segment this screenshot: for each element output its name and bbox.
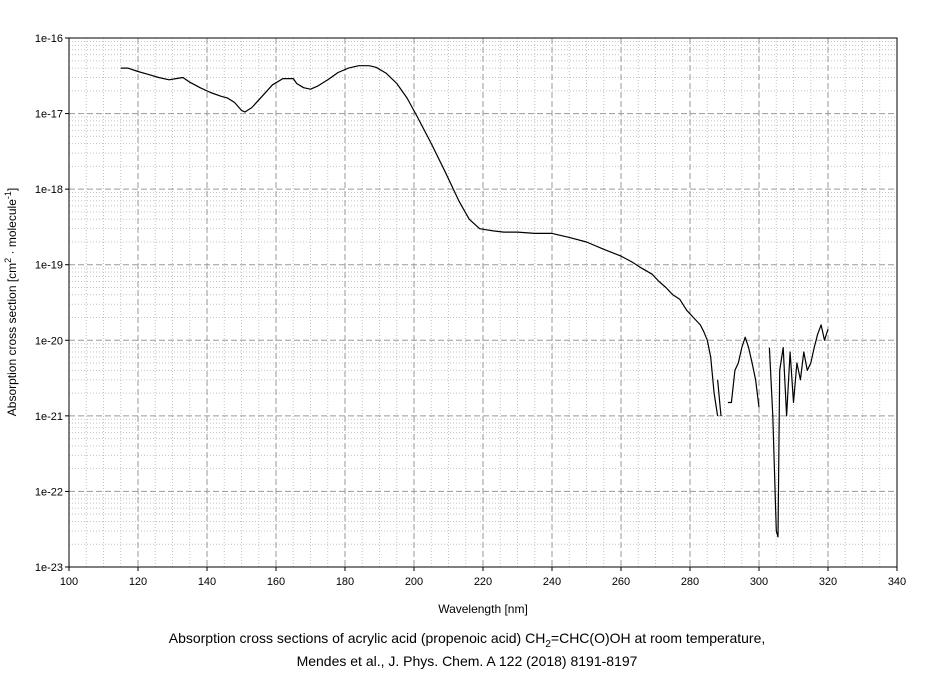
caption-subscript: 2: [545, 638, 551, 650]
series-line-segment-4: [768, 324, 829, 538]
x-tick-label: 160: [267, 576, 285, 588]
caption-text-1a: Absorption cross sections of acrylic aci…: [168, 630, 546, 646]
x-tick-label: 280: [681, 576, 699, 588]
caption-line-1: Absorption cross sections of acrylic aci…: [0, 630, 934, 650]
y-tick-label: 1e-23: [35, 562, 63, 574]
series-line-segment-2: [717, 379, 722, 416]
series-line-segment-3: [727, 336, 760, 408]
x-tick-label: 220: [474, 576, 492, 588]
y-tick-label: 1e-21: [35, 411, 63, 423]
y-axis-label-sup-1: 2: [3, 258, 13, 263]
x-axis-label: Wavelength [nm]: [438, 602, 528, 616]
series-layer: [120, 65, 829, 538]
x-tick-label: 100: [60, 576, 78, 588]
y-tick-label: 1e-22: [35, 486, 63, 498]
x-tick-label: 140: [198, 576, 216, 588]
y-axis-ticks: 1e-23 1e-22 1e-21 1e-20 1e-19 1e-18 1e-17 1e-16: [35, 33, 69, 574]
y-axis-label-sup-2: -1: [3, 191, 13, 199]
x-tick-label: 200: [405, 576, 423, 588]
caption-line-2: Mendes et al., J. Phys. Chem. A 122 (201…: [296, 653, 638, 669]
x-tick-label: 320: [819, 576, 837, 588]
x-tick-label: 180: [336, 576, 354, 588]
x-tick-label: 300: [750, 576, 768, 588]
y-tick-label: 1e-17: [35, 109, 63, 121]
y-axis-label: Absorption cross section [cm2 · molecule…: [3, 188, 19, 416]
series-line-segment-1: [120, 65, 719, 416]
x-tick-label: 260: [612, 576, 630, 588]
x-tick-label: 120: [129, 576, 147, 588]
x-tick-label: 340: [888, 576, 906, 588]
y-tick-label: 1e-16: [35, 33, 63, 45]
major-grid: [69, 38, 897, 567]
y-axis-label-prefix: Absorption cross section [cm: [5, 263, 19, 416]
y-tick-label: 1e-19: [35, 260, 63, 272]
caption-text-1b: =CHC(O)OH at room temperature,: [550, 630, 766, 646]
y-tick-label: 1e-18: [35, 184, 63, 196]
y-axis-label-middle: · molecule: [5, 199, 19, 258]
x-tick-label: 240: [543, 576, 561, 588]
x-axis-ticks: 100 120 140 160 180 200 220 240 260 280 300 320 340: [60, 567, 906, 588]
y-tick-label: 1e-20: [35, 335, 63, 347]
y-axis-label-suffix: ]: [5, 188, 19, 191]
